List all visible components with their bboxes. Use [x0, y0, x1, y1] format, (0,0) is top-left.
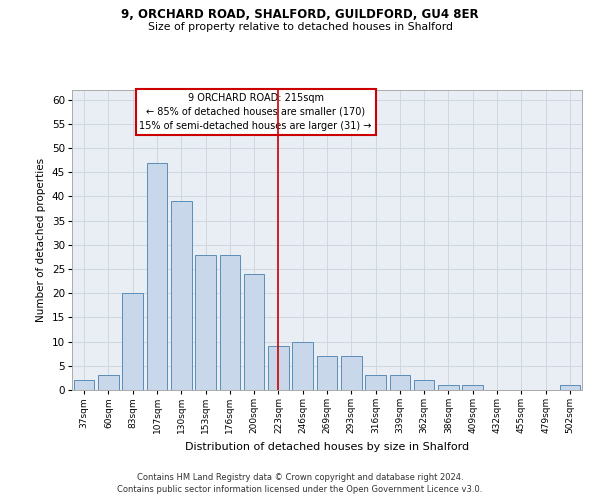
Text: Size of property relative to detached houses in Shalford: Size of property relative to detached ho… — [148, 22, 452, 32]
Bar — [74, 380, 94, 390]
Bar — [268, 346, 289, 390]
Bar — [341, 356, 362, 390]
Bar — [438, 385, 459, 390]
Bar — [195, 254, 216, 390]
Text: 9, ORCHARD ROAD, SHALFORD, GUILDFORD, GU4 8ER: 9, ORCHARD ROAD, SHALFORD, GUILDFORD, GU… — [121, 8, 479, 20]
Bar — [171, 202, 191, 390]
Bar — [317, 356, 337, 390]
Text: 9 ORCHARD ROAD: 215sqm
← 85% of detached houses are smaller (170)
15% of semi-de: 9 ORCHARD ROAD: 215sqm ← 85% of detached… — [139, 93, 372, 131]
Bar — [560, 385, 580, 390]
Text: Distribution of detached houses by size in Shalford: Distribution of detached houses by size … — [185, 442, 469, 452]
Bar — [365, 376, 386, 390]
Y-axis label: Number of detached properties: Number of detached properties — [36, 158, 46, 322]
Bar — [244, 274, 265, 390]
Bar — [463, 385, 483, 390]
Bar — [146, 162, 167, 390]
Bar — [292, 342, 313, 390]
Text: Contains HM Land Registry data © Crown copyright and database right 2024.: Contains HM Land Registry data © Crown c… — [137, 472, 463, 482]
Bar — [98, 376, 119, 390]
Bar — [414, 380, 434, 390]
Text: Contains public sector information licensed under the Open Government Licence v3: Contains public sector information licen… — [118, 485, 482, 494]
Bar — [389, 376, 410, 390]
Bar — [122, 293, 143, 390]
Bar — [220, 254, 240, 390]
